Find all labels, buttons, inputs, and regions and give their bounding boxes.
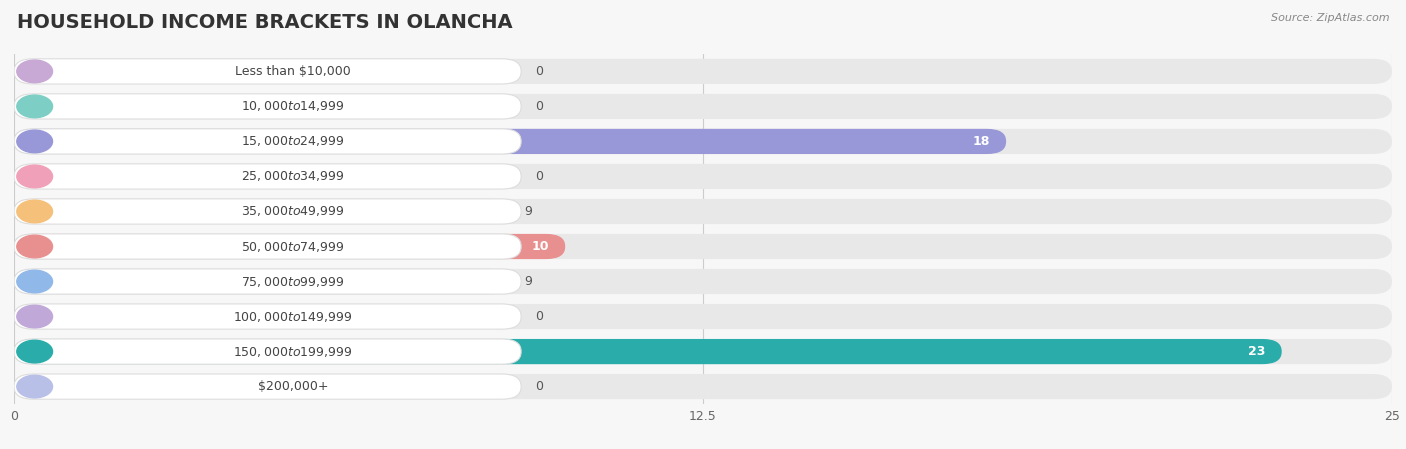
FancyBboxPatch shape — [14, 339, 1282, 364]
FancyBboxPatch shape — [14, 129, 1392, 154]
Text: $150,000 to $199,999: $150,000 to $199,999 — [233, 344, 353, 359]
Circle shape — [17, 375, 52, 398]
FancyBboxPatch shape — [14, 374, 1392, 399]
Text: 23: 23 — [1247, 345, 1265, 358]
Text: 9: 9 — [524, 205, 531, 218]
FancyBboxPatch shape — [14, 199, 522, 224]
Text: Source: ZipAtlas.com: Source: ZipAtlas.com — [1271, 13, 1389, 23]
Circle shape — [17, 340, 52, 363]
Circle shape — [17, 305, 52, 328]
FancyBboxPatch shape — [14, 199, 510, 224]
FancyBboxPatch shape — [14, 269, 522, 294]
FancyBboxPatch shape — [14, 199, 1392, 224]
Text: 0: 0 — [534, 100, 543, 113]
Text: 18: 18 — [972, 135, 990, 148]
Text: $50,000 to $74,999: $50,000 to $74,999 — [242, 239, 344, 254]
Circle shape — [17, 130, 52, 153]
FancyBboxPatch shape — [14, 59, 1392, 84]
FancyBboxPatch shape — [14, 339, 1392, 364]
FancyBboxPatch shape — [14, 164, 1392, 189]
Circle shape — [17, 270, 52, 293]
Text: $25,000 to $34,999: $25,000 to $34,999 — [242, 169, 344, 184]
Text: 0: 0 — [534, 310, 543, 323]
FancyBboxPatch shape — [14, 304, 522, 329]
FancyBboxPatch shape — [14, 94, 522, 119]
FancyBboxPatch shape — [14, 269, 1392, 294]
Text: 9: 9 — [524, 275, 531, 288]
Text: $200,000+: $200,000+ — [257, 380, 328, 393]
Text: $15,000 to $24,999: $15,000 to $24,999 — [242, 134, 344, 149]
FancyBboxPatch shape — [14, 234, 1392, 259]
Text: $100,000 to $149,999: $100,000 to $149,999 — [233, 309, 353, 324]
Circle shape — [17, 95, 52, 118]
FancyBboxPatch shape — [14, 94, 1392, 119]
Text: 10: 10 — [531, 240, 548, 253]
FancyBboxPatch shape — [14, 129, 522, 154]
Text: $10,000 to $14,999: $10,000 to $14,999 — [242, 99, 344, 114]
FancyBboxPatch shape — [14, 234, 522, 259]
Text: 0: 0 — [534, 380, 543, 393]
FancyBboxPatch shape — [14, 59, 522, 84]
Circle shape — [17, 60, 52, 83]
Text: 0: 0 — [534, 65, 543, 78]
Circle shape — [17, 235, 52, 258]
FancyBboxPatch shape — [14, 339, 522, 364]
Text: Less than $10,000: Less than $10,000 — [235, 65, 352, 78]
Text: HOUSEHOLD INCOME BRACKETS IN OLANCHA: HOUSEHOLD INCOME BRACKETS IN OLANCHA — [17, 13, 513, 32]
Text: $35,000 to $49,999: $35,000 to $49,999 — [242, 204, 344, 219]
FancyBboxPatch shape — [14, 304, 1392, 329]
Text: $75,000 to $99,999: $75,000 to $99,999 — [242, 274, 344, 289]
Circle shape — [17, 200, 52, 223]
FancyBboxPatch shape — [14, 269, 510, 294]
FancyBboxPatch shape — [14, 234, 565, 259]
Text: 0: 0 — [534, 170, 543, 183]
FancyBboxPatch shape — [14, 374, 522, 399]
FancyBboxPatch shape — [14, 164, 522, 189]
Circle shape — [17, 165, 52, 188]
FancyBboxPatch shape — [14, 129, 1007, 154]
